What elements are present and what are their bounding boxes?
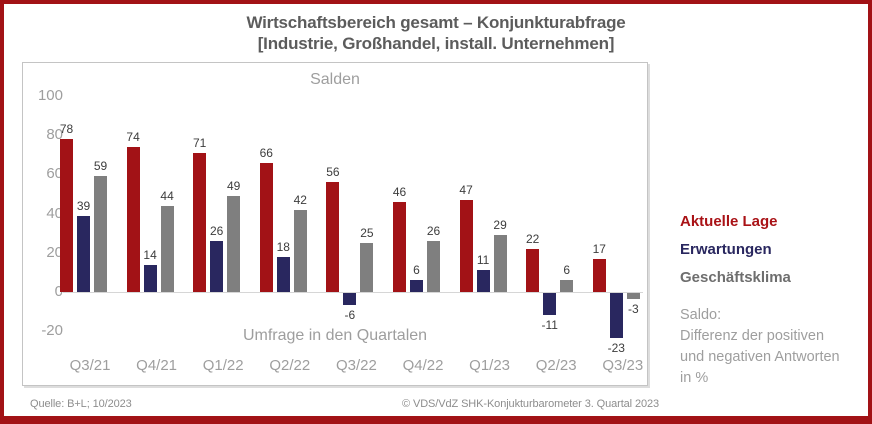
x-tick-label: Q4/21 xyxy=(136,357,178,374)
bar-value-label: 66 xyxy=(259,145,273,160)
x-tick-label: Q3/22 xyxy=(335,357,377,374)
bar-value-label: -3 xyxy=(627,301,639,316)
bar-gesch-ftsklima xyxy=(293,209,307,292)
bar-value-label: 26 xyxy=(210,224,224,239)
legend-items: Aktuelle Lage Erwartungen Geschäftsklima xyxy=(680,212,860,287)
page-title-line1: Wirtschaftsbereich gesamt – Konjunkturab… xyxy=(246,13,626,32)
bar-value-label: 56 xyxy=(326,165,340,180)
y-tick-label: 20 xyxy=(46,243,63,261)
bar-aktuelle-lage xyxy=(259,162,273,292)
bar-aktuelle-lage xyxy=(459,199,473,292)
bar-erwartungen xyxy=(276,256,290,292)
legend-note: Saldo: Differenz der positiven und negat… xyxy=(680,307,840,386)
y-tick-label: 0 xyxy=(54,283,63,300)
y-tick-label: 80 xyxy=(46,126,63,144)
bar-value-label: 78 xyxy=(59,122,74,137)
bar-erwartungen xyxy=(543,293,557,315)
x-tick-label: Q1/22 xyxy=(202,357,244,374)
x-tick-label: Q2/22 xyxy=(269,357,311,374)
bar-value-label: 49 xyxy=(227,178,241,193)
bar-value-label: 14 xyxy=(143,247,157,262)
bar-value-label: 26 xyxy=(426,224,441,239)
y-tick-label: -20 xyxy=(41,322,63,340)
bar-value-label: 46 xyxy=(392,184,407,199)
legend-item-erwartungen: Erwartungen xyxy=(680,241,772,258)
y-tick-label: 100 xyxy=(37,87,63,104)
bar-value-label: -6 xyxy=(344,307,356,322)
bar-value-label: -23 xyxy=(607,341,625,356)
bar-erwartungen xyxy=(343,293,357,305)
bar-value-label: -11 xyxy=(541,317,558,332)
bar-value-label: 25 xyxy=(360,226,374,240)
y-tick-label: 60 xyxy=(46,165,63,183)
bar-value-label: 29 xyxy=(493,218,507,233)
bar-gesch-ftsklima xyxy=(427,241,440,292)
y-tick-label: 40 xyxy=(46,204,63,222)
bar-gesch-ftsklima xyxy=(227,195,241,292)
bar-aktuelle-lage xyxy=(60,139,73,292)
x-tick-label: Q2/23 xyxy=(535,357,577,374)
bar-value-label: 47 xyxy=(459,182,473,197)
bar-gesch-ftsklima xyxy=(626,293,640,299)
bar-erwartungen xyxy=(77,215,90,292)
bar-value-label: 6 xyxy=(413,263,420,278)
bar-value-label: 42 xyxy=(293,192,307,207)
chart-title: Salden xyxy=(310,71,360,88)
footer-copyright: © VDS/VdZ SHK-Konjukturbarometer 3. Quar… xyxy=(402,398,660,410)
bar-erwartungen xyxy=(609,293,623,339)
bar-aktuelle-lage xyxy=(326,182,340,292)
legend-item-gesch-ftsklima: Geschäftsklima xyxy=(680,269,791,286)
bar-aktuelle-lage xyxy=(126,146,140,292)
bar-aktuelle-lage xyxy=(592,258,606,292)
bar-erwartungen xyxy=(476,270,490,292)
x-axis-title: Umfrage in den Quartalen xyxy=(242,327,428,344)
x-axis-zero-line xyxy=(63,292,643,293)
chart-area: Salden Umfrage in den Quartalen 100 80 60 4… xyxy=(22,62,648,386)
bar-value-label: 11 xyxy=(476,253,490,268)
x-tick-label: Q3/23 xyxy=(602,357,644,374)
x-tick-label: Q4/22 xyxy=(402,357,444,374)
bar-value-label: 74 xyxy=(126,129,140,144)
chart-legend: Aktuelle Lage Erwartungen Geschäftsklima S… xyxy=(680,212,860,389)
bar-erwartungen xyxy=(143,264,157,292)
x-tick-label: Q3/21 xyxy=(69,357,111,374)
bar-erwartungen xyxy=(410,280,423,292)
footer-source: Quelle: B+L; 10/2023 xyxy=(30,398,132,410)
legend-item-aktuelle-lage: Aktuelle Lage xyxy=(680,213,778,230)
bar-gesch-ftsklima xyxy=(360,243,374,292)
bar-aktuelle-lage xyxy=(193,152,207,292)
bar-erwartungen xyxy=(210,241,224,292)
bar-value-label: 59 xyxy=(93,159,108,174)
bar-value-label: 18 xyxy=(276,239,290,254)
bar-value-label: 71 xyxy=(193,135,207,150)
x-tick-label: Q1/23 xyxy=(469,357,511,374)
bar-aktuelle-lage xyxy=(526,248,540,292)
bar-gesch-ftsklima xyxy=(94,176,107,292)
bar-value-label: 17 xyxy=(592,241,606,256)
bar-gesch-ftsklima xyxy=(160,205,174,292)
page-title: Wirtschaftsbereich gesamt – Konjunkturab… xyxy=(4,12,868,54)
bar-value-label: 6 xyxy=(563,263,571,278)
bar-aktuelle-lage xyxy=(393,201,406,292)
bar-gesch-ftsklima xyxy=(493,235,507,292)
bar-value-label: 22 xyxy=(526,231,540,246)
bar-gesch-ftsklima xyxy=(560,280,574,292)
bar-value-label: 39 xyxy=(76,198,91,213)
bar-value-label: 44 xyxy=(160,188,174,203)
page-title-line2: [Industrie, Großhandel, install. Unterne… xyxy=(257,34,615,53)
